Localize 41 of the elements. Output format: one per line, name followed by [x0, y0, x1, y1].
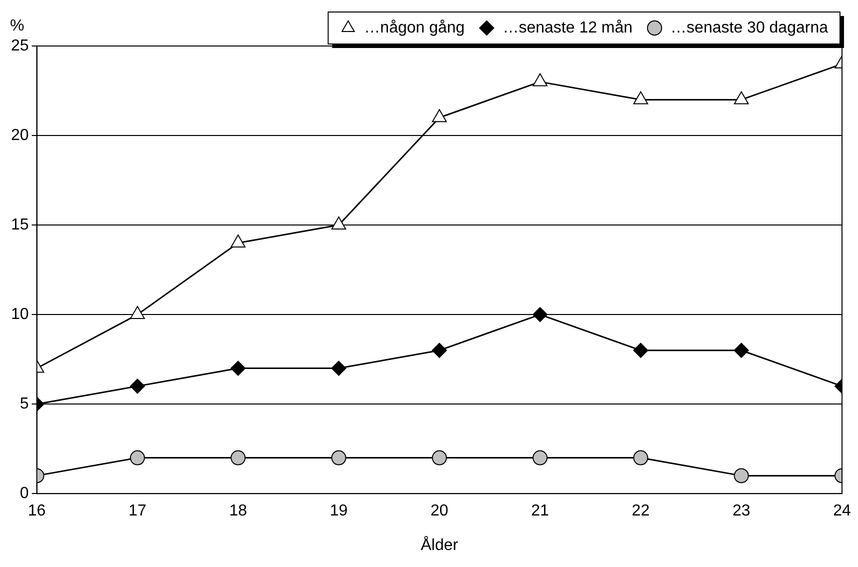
point: [230, 360, 246, 376]
point: [734, 342, 749, 358]
point: [633, 342, 648, 358]
x-tick-label: 18: [229, 502, 248, 520]
point: [734, 468, 749, 484]
legend-label: …senaste 12 mån: [502, 19, 633, 36]
point: [130, 450, 145, 466]
point: [230, 450, 246, 466]
x-tick-label: 17: [128, 502, 146, 520]
point: [633, 91, 648, 104]
point: [331, 216, 346, 230]
point: [130, 378, 145, 394]
point: [432, 109, 447, 122]
x-tick-label: 20: [430, 502, 448, 520]
y-tick-label: 0: [20, 485, 29, 502]
y-tick-label: 10: [11, 306, 29, 323]
point: [130, 306, 145, 320]
point: [633, 450, 648, 466]
legend-label: …senaste 30 dagarna: [670, 19, 828, 36]
y-tick-label: 25: [11, 37, 29, 54]
x-tick-label: 24: [833, 502, 851, 520]
y-axis-title: %: [10, 17, 24, 34]
x-tick-label: 22: [632, 502, 650, 520]
legend-label: …någon gång: [364, 19, 465, 36]
point: [230, 234, 246, 248]
point: [734, 91, 749, 104]
y-tick-label: 20: [11, 126, 29, 144]
point: [532, 450, 548, 466]
point: [331, 360, 346, 376]
y-tick-label: 15: [11, 216, 29, 234]
x-tick-label: 16: [28, 502, 46, 520]
point: [331, 450, 346, 466]
point: [432, 450, 447, 466]
y-tick-label: 5: [20, 395, 29, 412]
x-tick-label: 21: [531, 502, 550, 520]
x-tick-label: 19: [330, 502, 348, 520]
x-tick-label: 23: [732, 502, 750, 520]
point: [532, 307, 548, 322]
x-axis-title: Ålder: [420, 536, 459, 554]
point: [532, 73, 548, 86]
point: [432, 342, 447, 358]
